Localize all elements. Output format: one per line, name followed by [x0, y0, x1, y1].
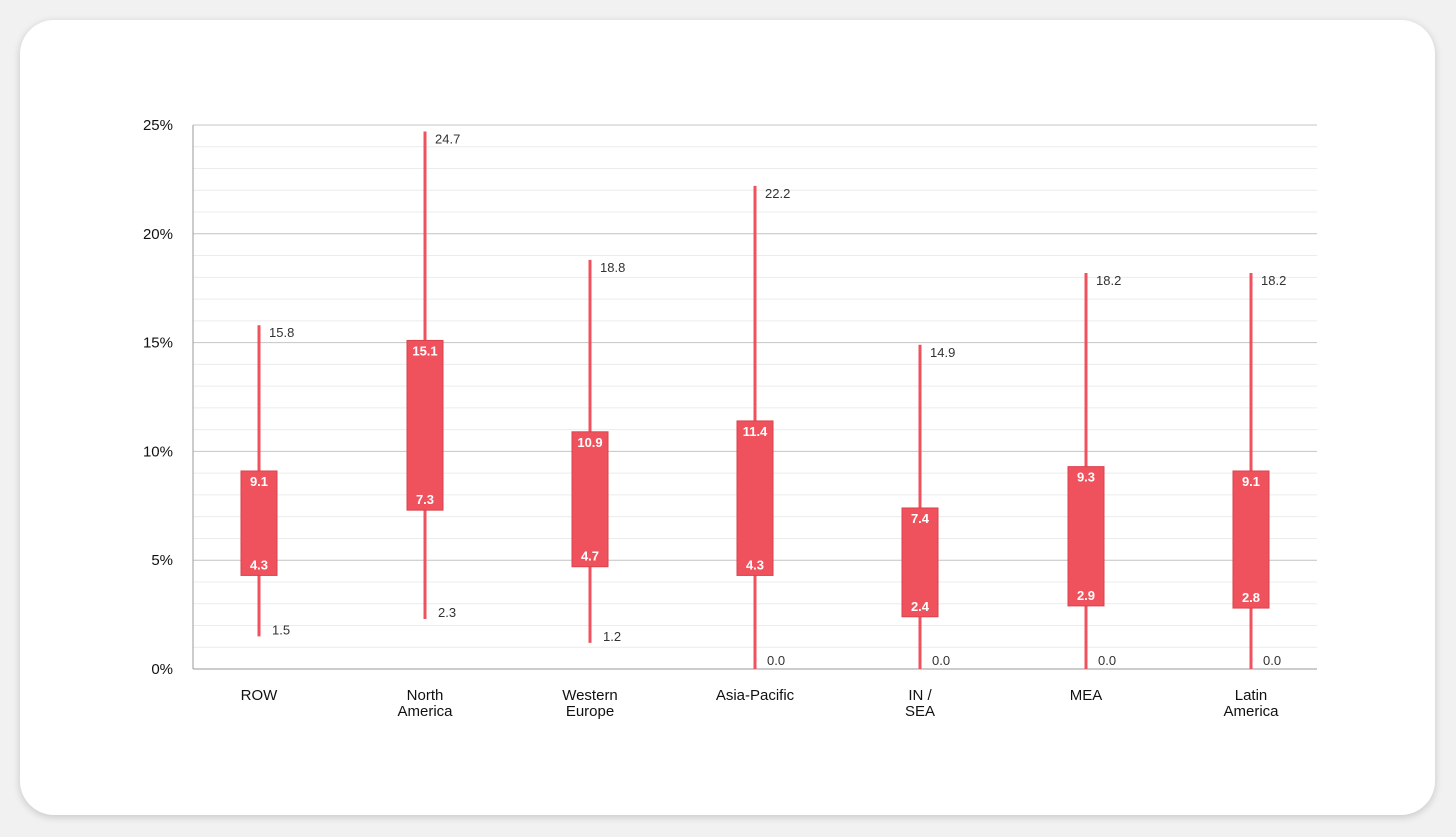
x-category-label: North America	[397, 687, 453, 720]
box	[901, 507, 939, 618]
min-label: 0.0	[1263, 653, 1281, 668]
box-series: 9.1 4.3 15.8 1.5 15.1 7.3 24.7 2.3 10.9 4.7 18.8 1.…	[240, 131, 1286, 669]
x-category-label-line: Asia-Pacific	[716, 687, 795, 704]
x-category-label: Latin America	[1223, 687, 1279, 720]
box	[1067, 466, 1105, 607]
q3-label: 9.1	[1242, 474, 1260, 489]
x-category-label-line: Latin	[1235, 687, 1268, 704]
max-label: 15.8	[269, 325, 294, 340]
x-category-label-line: ROW	[241, 687, 279, 704]
chart-card	[20, 20, 1435, 815]
box-group: 9.1 4.3 15.8 1.5	[240, 325, 294, 637]
max-label: 18.2	[1261, 273, 1286, 288]
x-category-label-line: SEA	[905, 703, 935, 720]
box	[240, 470, 278, 576]
x-category-label: Asia-Pacific	[716, 687, 795, 704]
x-category-label-line: MEA	[1070, 687, 1103, 704]
q1-label: 4.3	[746, 557, 764, 572]
y-tick-label: 15%	[143, 335, 173, 352]
y-tick-label: 5%	[151, 552, 173, 569]
box	[571, 431, 609, 568]
x-category-label: IN / SEA	[905, 687, 935, 720]
y-tick-label: 25%	[143, 117, 173, 134]
box-group: 9.1 2.8 18.2 0.0	[1232, 272, 1286, 669]
box	[736, 420, 774, 576]
x-category-label-line: Western	[562, 687, 618, 704]
min-label: 1.2	[603, 629, 621, 644]
q3-label: 9.3	[1077, 470, 1095, 485]
min-label: 0.0	[767, 653, 785, 668]
x-category-label-line: North	[407, 687, 444, 704]
box-group: 15.1 7.3 24.7 2.3	[406, 131, 460, 620]
max-label: 14.9	[930, 345, 955, 360]
x-category-label: Western Europe	[562, 687, 618, 720]
q3-label: 9.1	[250, 474, 268, 489]
box-group: 10.9 4.7 18.8 1.2	[571, 259, 625, 644]
box-group: 7.4 2.4 14.9 0.0	[901, 344, 955, 669]
box	[1232, 470, 1270, 609]
max-label: 18.8	[600, 260, 625, 275]
box-group: 11.4 4.3 22.2 0.0	[736, 185, 790, 669]
max-label: 22.2	[765, 186, 790, 201]
x-category-label: MEA	[1070, 687, 1103, 704]
box	[406, 339, 444, 511]
q1-label: 2.4	[911, 599, 930, 614]
q1-label: 4.3	[250, 557, 268, 572]
x-category-label-line: America	[397, 703, 453, 720]
x-category-label-line: IN /	[908, 687, 932, 704]
q1-label: 2.9	[1077, 588, 1095, 603]
x-category-label-line: America	[1223, 703, 1279, 720]
y-tick-label: 0%	[151, 661, 173, 678]
q3-label: 11.4	[743, 424, 768, 439]
x-category-label-line: Europe	[566, 703, 614, 720]
box-group: 9.3 2.9 18.2 0.0	[1067, 272, 1121, 669]
min-label: 1.5	[272, 622, 290, 637]
y-tick-label: 10%	[143, 443, 173, 460]
y-tick-label: 20%	[143, 226, 173, 243]
q3-label: 15.1	[412, 343, 437, 358]
q1-label: 4.7	[581, 549, 599, 564]
q1-label: 2.8	[1242, 590, 1260, 605]
q3-label: 7.4	[911, 511, 930, 526]
min-label: 2.3	[438, 605, 456, 620]
y-axis: 0% 5% 10% 15% 20% 25%	[143, 117, 194, 678]
max-label: 18.2	[1096, 273, 1121, 288]
q3-label: 10.9	[577, 435, 602, 450]
min-label: 0.0	[932, 653, 950, 668]
max-label: 24.7	[435, 132, 460, 147]
x-category-label: ROW	[241, 687, 279, 704]
min-label: 0.0	[1098, 653, 1116, 668]
q1-label: 7.3	[416, 492, 434, 507]
